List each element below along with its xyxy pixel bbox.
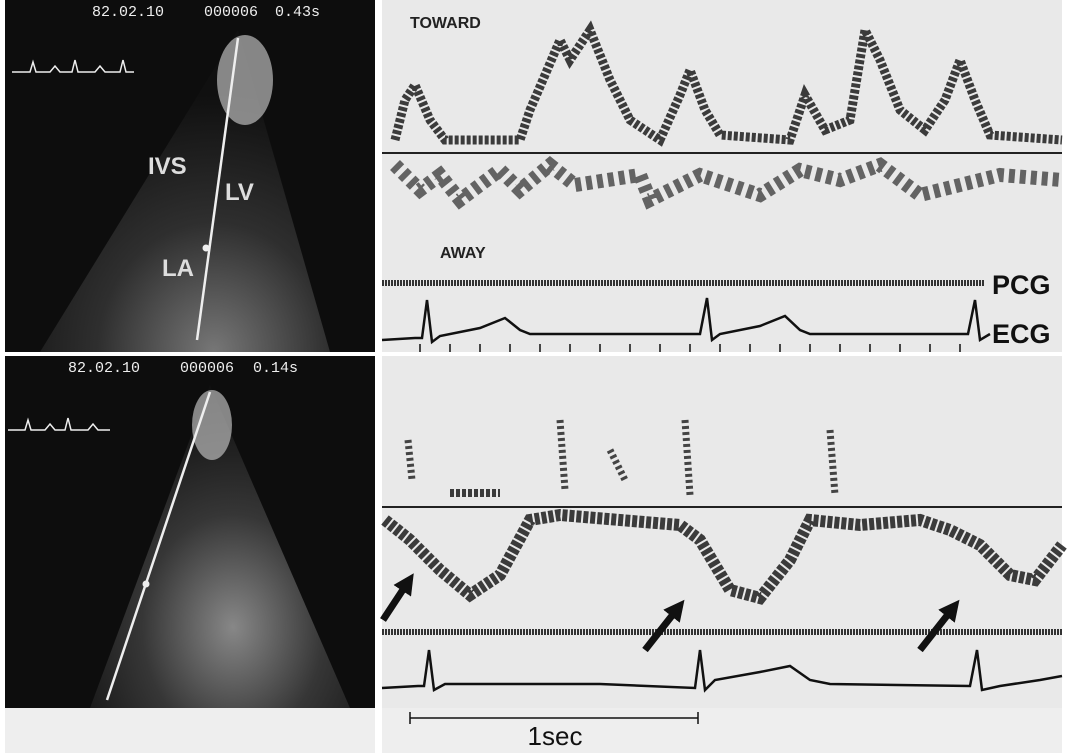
trace-label: ECG xyxy=(992,319,1051,349)
echo-time: 0.14s xyxy=(253,360,298,377)
echo-date: 82.02.10 xyxy=(92,4,164,21)
doppler-top: TOWARD AWAY PCG ECG xyxy=(382,0,1062,352)
caption-strip xyxy=(382,708,1062,753)
sample-volume xyxy=(203,245,210,252)
figure: 82.02.10 000006 0.43s IVS LV LA 82.02.10… xyxy=(0,0,1067,753)
echo-frame: 000006 xyxy=(204,4,258,21)
scale-bar: 1sec xyxy=(382,708,1062,753)
echo-date: 82.02.10 xyxy=(68,360,140,377)
doppler-bottom xyxy=(382,356,1062,708)
sample-volume xyxy=(143,581,150,588)
anatomy-label: LA xyxy=(162,255,194,282)
echo-top: 82.02.10 000006 0.43s IVS LV LA xyxy=(5,0,375,352)
echo-apex xyxy=(217,35,273,125)
echo-frame: 000006 xyxy=(180,360,234,377)
caption-strip xyxy=(5,708,375,753)
scale-label: 1sec xyxy=(528,721,583,751)
direction-label: TOWARD xyxy=(410,15,481,32)
anatomy-label: IVS xyxy=(148,153,187,180)
echo-time: 0.43s xyxy=(275,4,320,21)
direction-label: AWAY xyxy=(440,245,486,262)
trace-label: PCG xyxy=(992,270,1051,300)
anatomy-label: LV xyxy=(225,179,254,206)
echo-bottom: 82.02.10 000006 0.14s xyxy=(5,356,375,708)
